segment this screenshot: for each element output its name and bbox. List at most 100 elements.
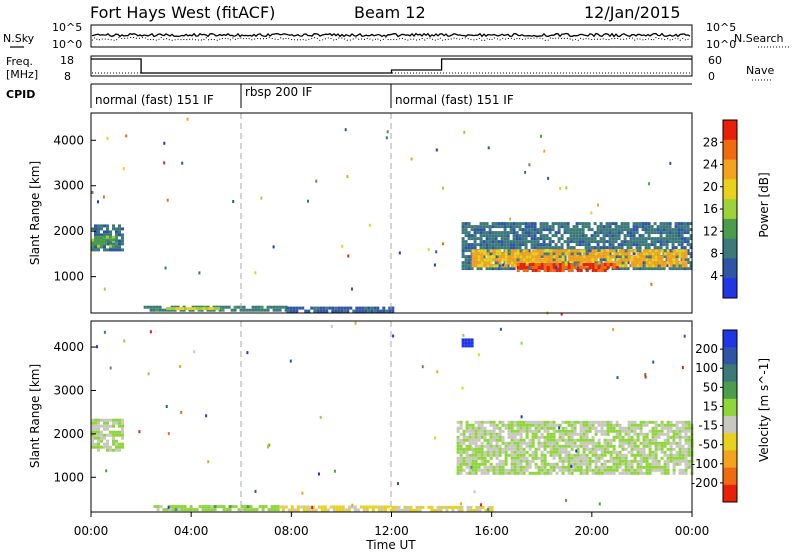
heatmap-cell (174, 505, 178, 509)
heatmap-cell (609, 453, 613, 457)
heatmap-cell (594, 252, 598, 256)
heatmap-cell (479, 240, 483, 244)
heatmap-cell (672, 441, 676, 445)
heatmap-cell (323, 505, 327, 509)
heatmap-speckle (341, 244, 344, 248)
heatmap-cell (585, 465, 589, 469)
heatmap-cell (97, 433, 100, 437)
heatmap-cell (473, 246, 477, 250)
heatmap-cell (672, 465, 676, 469)
heatmap-cell (198, 505, 202, 509)
noise-search-label: N.Search (734, 32, 784, 45)
heatmap-cell (513, 471, 517, 475)
heatmap-cell (578, 234, 582, 238)
heatmap-cell (464, 246, 468, 250)
heatmap-cell (540, 462, 544, 466)
heatmap-cell (480, 468, 484, 472)
heatmap-cell (509, 225, 513, 229)
heatmap-cell (576, 444, 580, 448)
heatmap-cell (582, 423, 586, 427)
heatmap-cell (671, 231, 675, 235)
heatmap-cell (669, 453, 673, 457)
heatmap-cell (180, 505, 184, 509)
heatmap-speckle (318, 472, 320, 476)
heatmap-cell (606, 426, 610, 430)
heatmap-cell (621, 471, 625, 475)
heatmap-cell (307, 309, 311, 313)
heatmap-cell (678, 255, 682, 259)
heatmap-cell (543, 258, 547, 262)
heatmap-cell (492, 249, 496, 253)
heatmap-cell (482, 234, 486, 238)
heatmap-cell (115, 445, 118, 449)
heatmap-speckle (433, 263, 436, 267)
heatmap-cell (632, 222, 636, 226)
heatmap-cell (483, 453, 487, 457)
heatmap-cell (480, 258, 484, 262)
heatmap-cell (464, 267, 468, 271)
heatmap-cell (548, 240, 552, 244)
heatmap-cell (497, 243, 501, 247)
heatmap-cell (678, 462, 682, 466)
heatmap-cell (524, 222, 528, 226)
heatmap-cell (578, 252, 582, 256)
heatmap-cell (495, 258, 499, 262)
heatmap-cell (214, 307, 218, 311)
heatmap-speckle (351, 287, 353, 291)
heatmap-cell (418, 508, 422, 512)
heatmap-cell (461, 228, 465, 232)
y-tick-label: 2000 (53, 427, 84, 441)
heatmap-cell (546, 266, 550, 269)
heatmap-cell (506, 246, 510, 250)
heatmap-cell (621, 456, 625, 460)
heatmap-cell (456, 438, 460, 442)
heatmap-cell (572, 228, 576, 232)
heatmap-cell (660, 423, 664, 427)
heatmap-cell (687, 453, 691, 457)
heatmap-cell (665, 228, 669, 232)
heatmap-cell (648, 465, 652, 469)
heatmap-cell (478, 508, 482, 512)
heatmap-cell (91, 436, 94, 440)
heatmap-cell (678, 459, 682, 463)
heatmap-cell (298, 306, 302, 310)
heatmap-cell (666, 459, 670, 463)
heatmap-cell (292, 306, 296, 310)
heatmap-cell (606, 450, 610, 454)
heatmap-cell (311, 505, 315, 509)
heatmap-cell (608, 234, 612, 238)
heatmap-cell (573, 429, 577, 433)
heatmap-cell (651, 261, 655, 265)
heatmap-cell (465, 429, 469, 433)
heatmap-cell (470, 338, 474, 342)
heatmap-cell (289, 306, 293, 310)
heatmap-speckle (427, 248, 430, 251)
x-tick-label: 00:00 (675, 524, 710, 538)
heatmap-cell (558, 432, 562, 436)
heatmap-cell (94, 241, 97, 245)
heatmap-cell (563, 255, 567, 259)
heatmap-cell (495, 426, 499, 430)
heatmap-cell (112, 433, 115, 437)
heatmap-cell (635, 249, 639, 253)
heatmap-cell (519, 261, 523, 265)
heatmap-cell (597, 266, 601, 269)
heatmap-cell (211, 307, 215, 311)
heatmap-speckle (179, 365, 182, 368)
heatmap-cell (657, 429, 661, 433)
heatmap-cell (677, 225, 681, 229)
power-y-label: Slant Range [km] (28, 161, 42, 265)
heatmap-cell (522, 471, 526, 475)
heatmap-cell (617, 231, 621, 235)
heatmap-cell (635, 267, 639, 271)
heatmap-cell (510, 258, 514, 262)
heatmap-cell (570, 429, 574, 433)
heatmap-cell (660, 255, 664, 259)
heatmap-cell (534, 432, 538, 436)
heatmap-cell (639, 465, 643, 469)
heatmap-cell (188, 308, 192, 312)
heatmap-cell (456, 468, 460, 472)
heatmap-cell (621, 444, 625, 448)
heatmap-cell (566, 225, 570, 229)
heatmap-cell (678, 438, 682, 442)
